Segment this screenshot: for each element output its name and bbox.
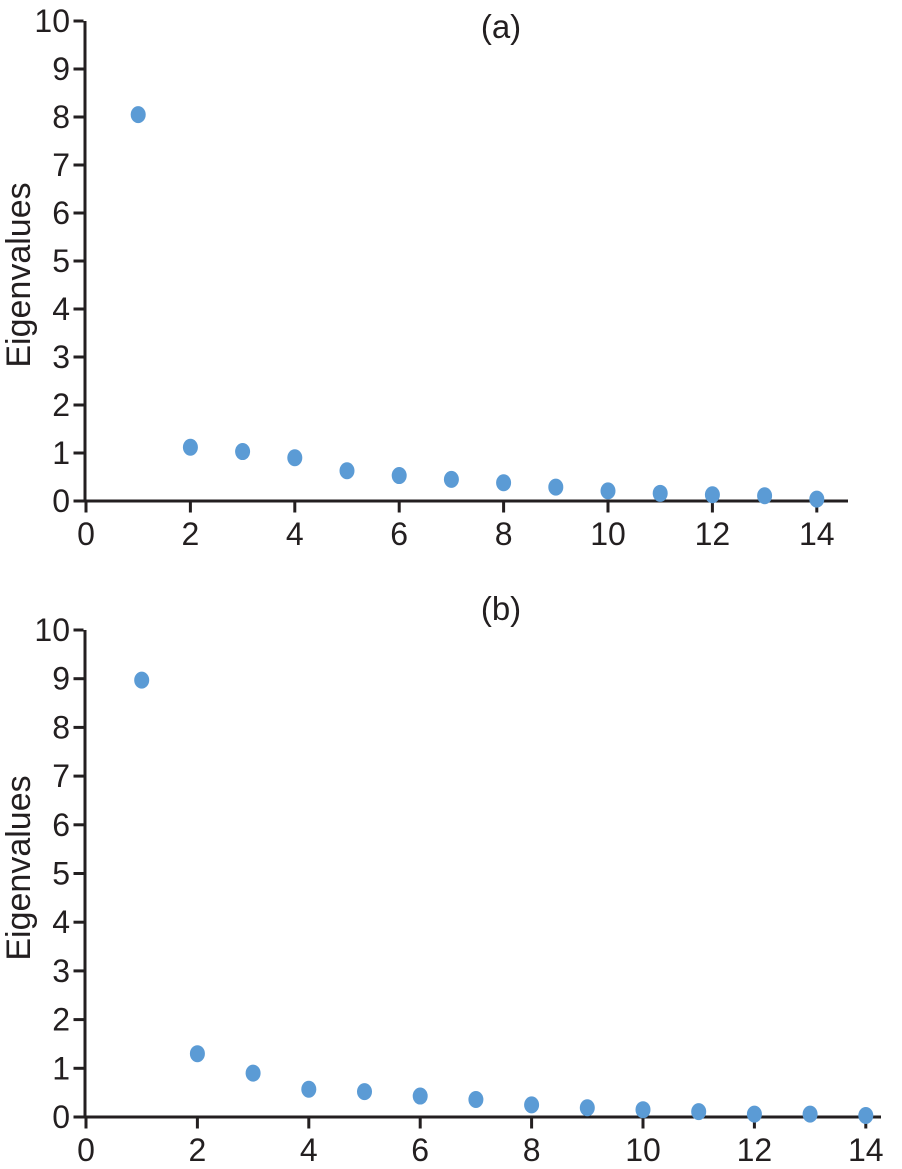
chart-b-y-tick-label: 8 [52, 709, 70, 745]
chart-a-data-point-10 [600, 482, 616, 500]
chart-a-ylabel: Eigenvalues [0, 182, 38, 367]
chart-a-x-tick-label: 10 [590, 516, 626, 552]
chart-b-y-tick-label: 9 [52, 661, 70, 697]
chart-a-data-point-9 [548, 478, 564, 496]
chart-a-y-tick-label: 3 [52, 339, 70, 375]
chart-a-x-tick-label: 0 [77, 516, 95, 552]
chart-a-data-point-5 [339, 462, 355, 480]
chart-a-data-point-7 [443, 470, 459, 488]
chart-a-data-point-6 [391, 467, 407, 485]
chart-b-data-point-14 [858, 1107, 874, 1125]
chart-a-x-tick-label: 2 [182, 516, 200, 552]
chart-a-y-tick-label: 6 [52, 195, 70, 231]
chart-b-data-point-2 [189, 1045, 205, 1063]
chart-b-ylabel: Eigenvalues [0, 775, 38, 960]
chart-b-x-tick-label: 14 [848, 1132, 884, 1168]
chart-a-data-point-14 [809, 490, 825, 508]
chart-a-y-tick-label: 2 [52, 387, 70, 423]
chart-a-data-point-8 [496, 474, 512, 492]
chart-b-data-point-7 [468, 1090, 484, 1108]
chart-b-y-tick-label: 1 [52, 1050, 70, 1086]
chart-a-x-tick-label: 8 [495, 516, 513, 552]
chart-a-x-tick-label: 4 [286, 516, 304, 552]
chart-b-x-tick-label: 6 [411, 1132, 429, 1168]
chart-a-data-point-2 [182, 438, 198, 456]
chart-b-data-point-5 [357, 1083, 372, 1101]
chart-b-data-point-12 [746, 1105, 762, 1123]
chart-a-data-point-13 [757, 487, 773, 505]
chart-b-data-point-4 [301, 1080, 317, 1098]
chart-b-y-tick-label: 3 [52, 953, 70, 989]
chart-a-data-point-12 [704, 486, 720, 504]
chart-b-x-tick-label: 2 [189, 1132, 207, 1168]
chart-b-x-tick-label: 12 [737, 1132, 773, 1168]
chart-b-y-tick-label: 4 [52, 904, 70, 940]
chart-b-x-tick-label: 0 [77, 1132, 95, 1168]
chart-a-y-tick-label: 9 [52, 51, 70, 87]
chart-b-title: (b) [481, 590, 521, 627]
chart-a-x-tick-label: 14 [799, 516, 835, 552]
chart-a-y-tick-label: 5 [52, 243, 70, 279]
chart-b-data-point-9 [579, 1099, 595, 1117]
chart-b-y-tick-label: 2 [52, 1002, 70, 1038]
chart-a-data-point-3 [235, 443, 251, 461]
chart-a-y-tick-label: 10 [34, 3, 70, 39]
chart-b-data-point-11 [691, 1103, 707, 1121]
chart-b-y-tick-label: 0 [52, 1099, 70, 1135]
chart-a-y-tick-label: 7 [52, 147, 70, 183]
chart-b-y-tick-label: 10 [34, 612, 70, 648]
chart-a-x-tick-label: 12 [695, 516, 731, 552]
chart-a-y-tick-label: 0 [52, 483, 70, 519]
chart-b-y-tick-label: 6 [52, 807, 70, 843]
chart-a-x-tick-label: 6 [390, 516, 408, 552]
chart-a-data-point-4 [287, 449, 303, 467]
chart-b-x-tick-label: 4 [300, 1132, 318, 1168]
chart-a-data-point-1 [130, 106, 146, 124]
chart-b-data-point-10 [635, 1101, 651, 1119]
chart-b-data-point-1 [134, 671, 150, 689]
chart-b-data-point-13 [802, 1105, 818, 1123]
chart-b-data-point-3 [245, 1064, 261, 1082]
chart-b-data-point-8 [524, 1096, 540, 1114]
chart-b-x-tick-label: 10 [625, 1132, 661, 1168]
chart-a-y-tick-label: 8 [52, 99, 70, 135]
chart-a-data-point-11 [652, 484, 668, 502]
chart-b-y-tick-label: 5 [52, 856, 70, 892]
chart-b-y-tick-label: 7 [52, 758, 70, 794]
chart-a-y-tick-label: 1 [52, 435, 70, 471]
chart-a-y-tick-label: 4 [52, 291, 70, 327]
chart-b-data-point-6 [412, 1087, 428, 1105]
chart-a-title: (a) [481, 8, 521, 45]
chart-b-x-tick-label: 8 [523, 1132, 541, 1168]
